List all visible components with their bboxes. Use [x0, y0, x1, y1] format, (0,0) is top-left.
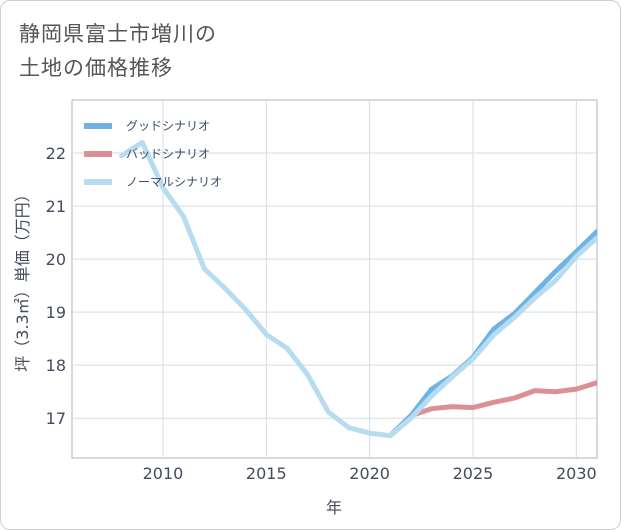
- tick-labels: 2010 2015 2020 2025 2030 17 18 19 20 21 22: [46, 144, 597, 483]
- series-line-1: [387, 380, 597, 439]
- x-tick-label: 2020: [349, 464, 390, 483]
- x-tick-label: 2010: [143, 464, 184, 483]
- x-tick-label: 2015: [246, 464, 287, 483]
- series-line-2: [119, 139, 597, 439]
- legend-label-2: ノーマルシナリオ: [126, 175, 222, 189]
- y-tick-label: 17: [46, 409, 66, 428]
- y-tick-label: 22: [46, 144, 66, 163]
- title-line-2: 土地の価格推移: [19, 56, 173, 80]
- y-axis-title: 坪（3.3㎡）単価（万円）: [13, 186, 32, 371]
- y-tick-label: 21: [46, 197, 66, 216]
- legend-label-0: グッドシナリオ: [126, 119, 210, 133]
- x-tick-label: 2030: [556, 464, 597, 483]
- x-axis-title: 年: [326, 498, 342, 517]
- y-tick-label: 20: [46, 250, 66, 269]
- legend-label-1: バッドシナリオ: [126, 147, 210, 161]
- chart-title: 静岡県富士市増川の 土地の価格推移: [19, 17, 217, 85]
- x-tick-label: 2025: [453, 464, 494, 483]
- y-tick-label: 18: [46, 356, 66, 375]
- series-group: [119, 139, 597, 439]
- series-line-0: [387, 229, 597, 439]
- title-line-1: 静岡県富士市増川の: [19, 22, 217, 46]
- y-tick-label: 19: [46, 303, 66, 322]
